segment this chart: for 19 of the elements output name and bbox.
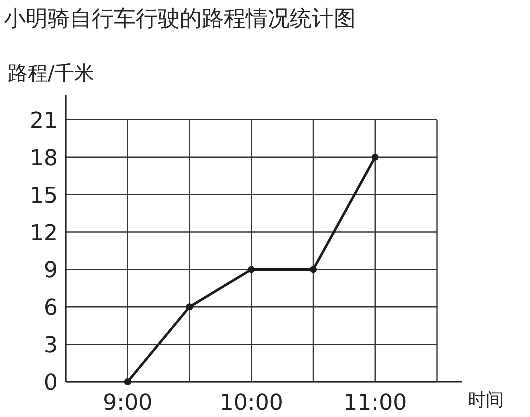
- y-tick-label: 18: [30, 146, 58, 172]
- y-tick-label: 9: [44, 258, 58, 284]
- x-tick-label: 10:00: [220, 391, 284, 416]
- x-tick-label: 11:00: [344, 391, 408, 416]
- point: [310, 266, 317, 274]
- point: [186, 304, 194, 311]
- y-tick-label: 6: [44, 296, 58, 322]
- point: [124, 378, 132, 386]
- y-axis-title: 路程/千米: [8, 61, 95, 85]
- x-tick-label: 9:00: [103, 391, 153, 416]
- point: [372, 154, 379, 161]
- chart-title: 小明骑自行车行驶的路程情况统计图: [4, 7, 356, 32]
- y-tick-label: 3: [44, 334, 58, 359]
- point: [248, 266, 256, 274]
- y-tick-label: 15: [30, 184, 58, 209]
- x-axis-title: 时间: [468, 390, 504, 411]
- y-tick-label: 12: [30, 221, 58, 246]
- y-tick-label: 0: [44, 371, 58, 396]
- y-tick-label: 21: [30, 108, 58, 134]
